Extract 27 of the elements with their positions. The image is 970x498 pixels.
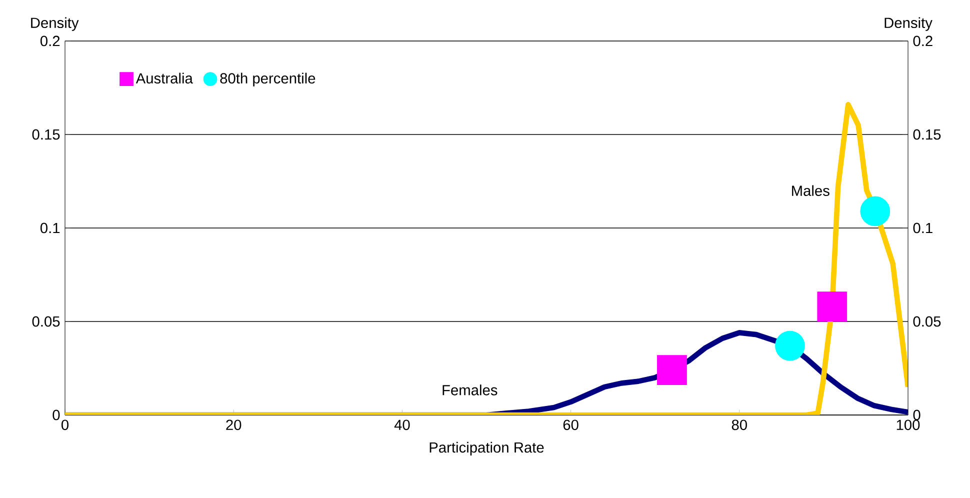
x-tick-label: 100: [896, 420, 920, 430]
y-tick-label: 0.05: [32, 316, 60, 327]
point: [817, 292, 848, 322]
x-tick-label: 40: [394, 420, 410, 430]
point: [860, 196, 890, 226]
x-tick-label: 0: [61, 420, 68, 430]
y-tick-label: 0: [52, 410, 60, 420]
y2-tick-label: 0.15: [913, 129, 941, 140]
x-tick-label: 20: [226, 420, 242, 430]
legend-label: 80th percentile: [220, 72, 316, 86]
x-tick-label: 60: [563, 420, 578, 430]
series-label: Females: [442, 384, 498, 396]
y-axis-title: Density: [31, 17, 79, 31]
y-tick-label: 0.2: [40, 36, 60, 46]
y2-tick-label: 0.05: [913, 316, 941, 327]
series-label: Males: [792, 185, 830, 196]
y2-axis-title: Density: [884, 17, 932, 31]
legend-label: Australia: [136, 72, 193, 84]
y-tick-label: 0.1: [40, 222, 60, 234]
y2-tick-label: 0.2: [913, 36, 932, 46]
y-tick-label: 0.15: [32, 129, 60, 140]
point: [657, 355, 687, 386]
point: [775, 330, 805, 361]
y2-tick-label: 0.1: [913, 222, 932, 234]
x-axis-title: Participation Rate: [430, 442, 544, 456]
y2-tick-label: 0: [913, 410, 920, 420]
x-tick-label: 80: [732, 420, 747, 430]
